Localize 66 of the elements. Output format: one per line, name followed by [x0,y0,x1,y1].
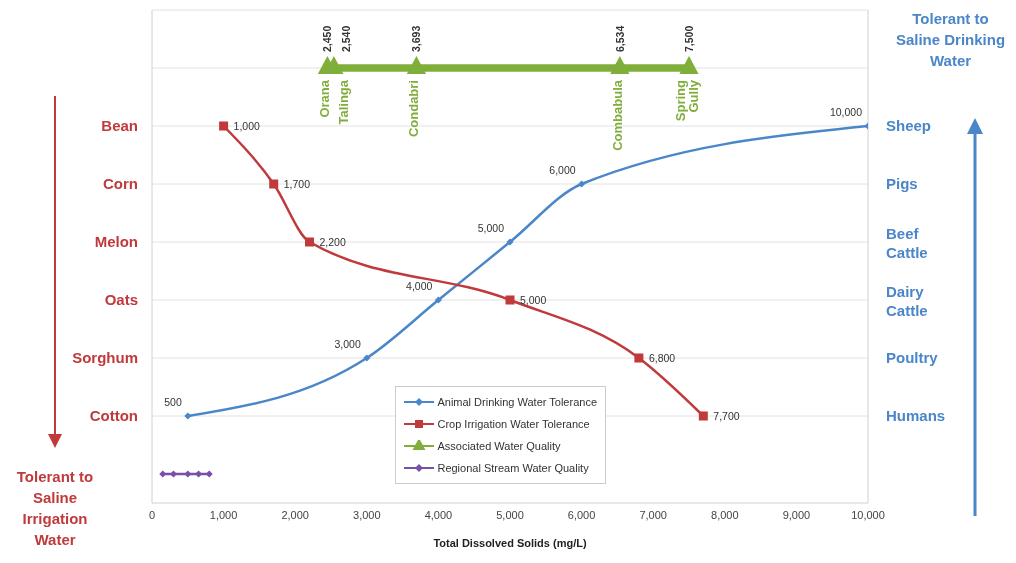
legend-label: Crop Irrigation Water Tolerance [437,418,590,430]
legend-label: Regional Stream Water Quality [437,462,589,474]
y2-tick-label: Pigs [886,175,918,192]
point [305,237,315,247]
y-tick-label: Sorghum [72,349,138,366]
data-label: 5,000 [520,294,547,306]
data-label: 6,800 [648,352,676,364]
text: Orana [317,79,333,118]
point [634,353,644,363]
x-tick-label: 2,000 [281,508,309,521]
point [406,56,427,74]
y-tick-label: Bean [101,117,138,134]
legend-label: Animal Drinking Water Tolerance [437,396,598,408]
point [679,56,699,74]
text: Spring Gully [673,79,701,122]
data-label: 6,534 [613,25,626,52]
y-tick-label: Corn [103,175,138,192]
x-tick-label: 0 [148,508,156,521]
data-label: 7,700 [713,410,740,422]
x-tick-label: 9,000 [782,508,811,521]
y2-tick-label: Humans [886,407,946,424]
point [505,295,515,305]
y-tick-label: Melon [94,233,138,250]
text: Talinga [335,79,351,125]
y-tick-label: Cotton [89,407,138,424]
x-tick-label: 5,000 [496,508,524,521]
y2-tick-label: Sheep [886,117,932,134]
point [698,411,708,421]
data-label: 1,000 [233,120,261,132]
data-label: 5,000 [477,222,505,234]
y-tick-label: Oats [104,291,138,308]
text: Combabula [609,79,625,151]
point [610,56,630,74]
y2-tick-label: Dairy Cattle [886,283,928,319]
text: Tolerant to Saline Drinking Water [894,9,1007,71]
point [269,179,279,189]
point [184,470,192,478]
data-label: 1,700 [283,178,311,190]
x-tick-label: 6,000 [567,508,596,521]
data-label: 4,000 [406,280,433,292]
x-tick-label: 8,000 [711,508,739,521]
point [506,238,514,246]
point [363,354,371,362]
data-label: 6,000 [549,164,576,176]
point [578,180,586,188]
point [184,412,192,420]
x-tick-label: 7,000 [639,508,667,521]
point [434,296,442,304]
data-label: 3,693 [410,25,423,52]
x-tick-label: 10,000 [851,508,885,521]
data-label: 2,540 [339,25,352,52]
text: Tolerant to Saline Irrigation Water [15,467,95,550]
data-label: 2,200 [319,236,346,248]
data-label: 10,000 [829,106,863,118]
x-axis-title: Total Dissolved Solids (mg/L) [433,537,587,549]
data-label: 2,450 [321,25,334,52]
x-tick-label: 4,000 [424,508,453,521]
y2-tick-label: Beef Cattle [886,225,928,261]
data-label: 500 [164,396,182,408]
data-label: 7,500 [683,25,695,52]
legend-label: Associated Water Quality [437,440,561,452]
data-label: 3,000 [334,338,361,350]
text: Condabri [406,80,422,138]
x-tick-label: 3,000 [353,508,381,521]
y2-tick-label: Poultry [886,349,939,366]
x-tick-label: 1,000 [209,508,238,521]
